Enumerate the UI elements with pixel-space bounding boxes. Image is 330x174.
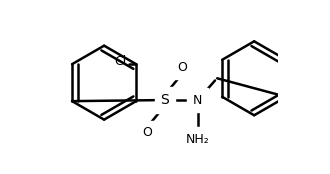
Text: NH₂: NH₂	[186, 133, 210, 146]
Text: Cl: Cl	[114, 56, 126, 69]
Text: S: S	[161, 93, 169, 107]
Text: N: N	[193, 94, 202, 106]
Text: O: O	[143, 126, 152, 139]
Text: O: O	[178, 61, 187, 74]
